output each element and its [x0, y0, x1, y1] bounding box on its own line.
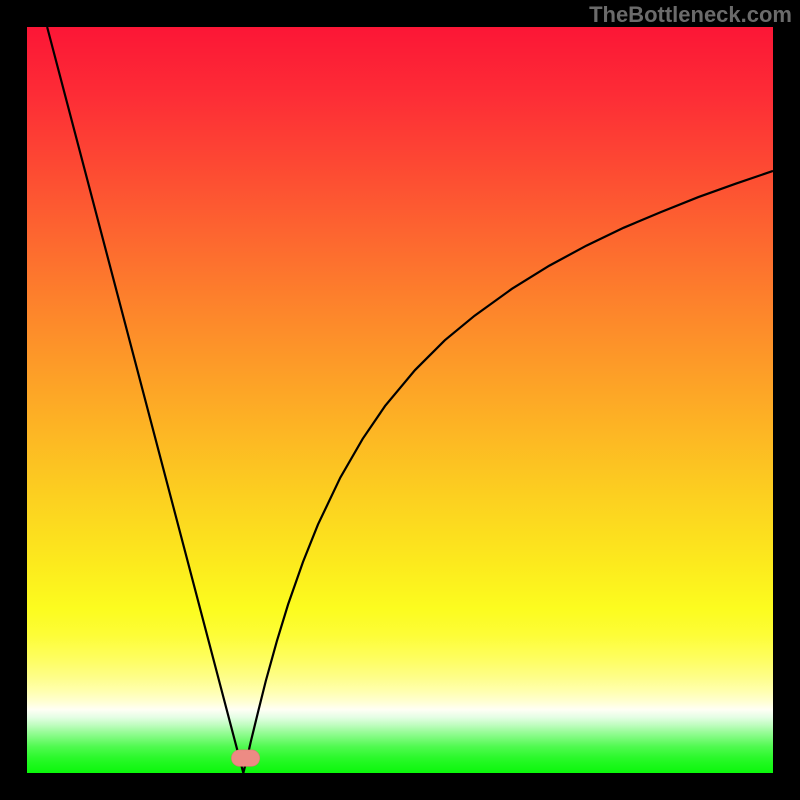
chart-svg: [0, 0, 800, 800]
figure-container: TheBottleneck.com: [0, 0, 800, 800]
watermark-text: TheBottleneck.com: [589, 2, 792, 28]
chart-minimum-marker: [231, 750, 259, 766]
chart-plot-background: [27, 27, 773, 773]
